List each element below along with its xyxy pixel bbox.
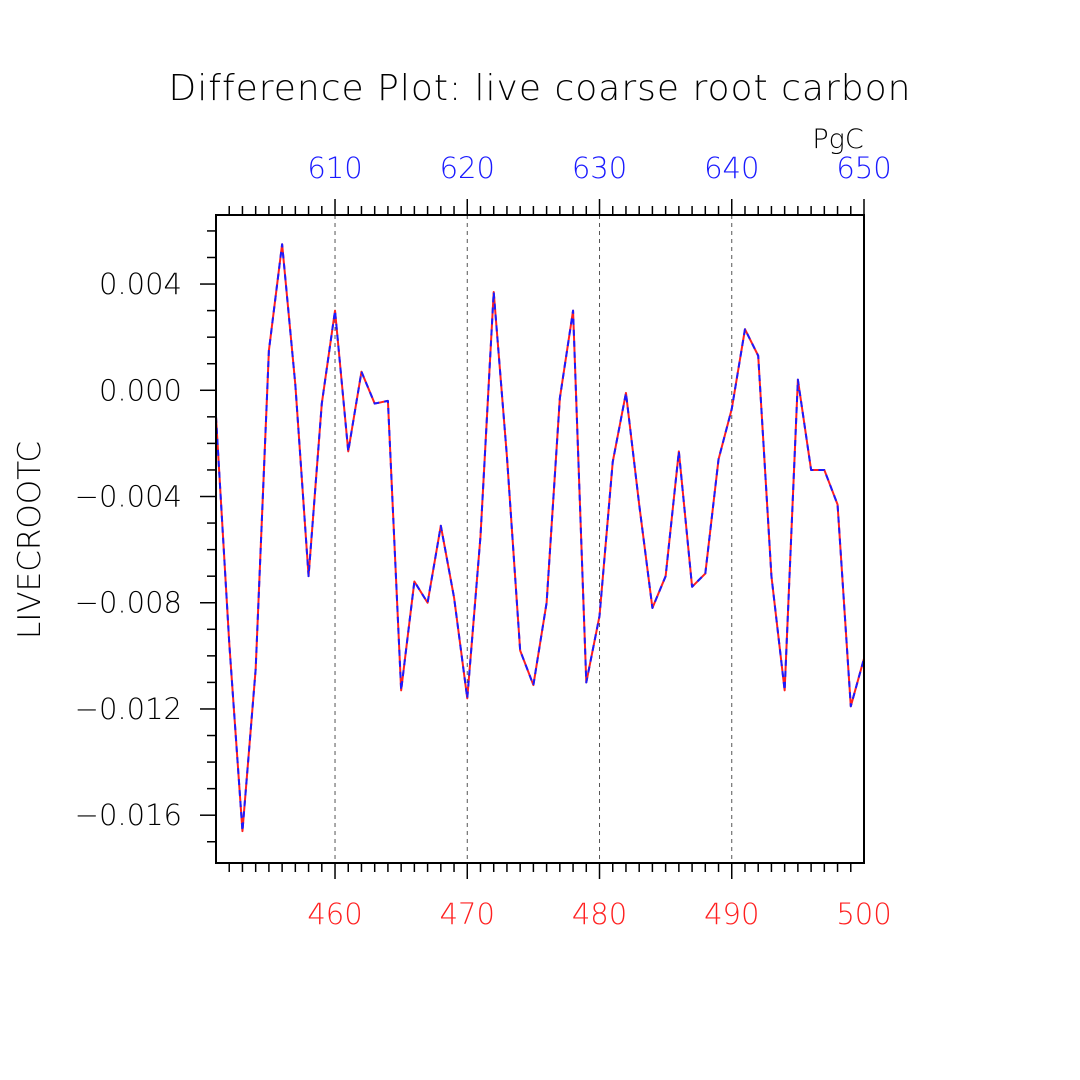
y-tick-label: −0.016: [75, 798, 182, 832]
x-tick-label-bottom: 470: [440, 897, 495, 931]
x-tick-label-bottom: 490: [704, 897, 759, 931]
series-line: [215, 243, 865, 833]
plot-frame: [215, 214, 865, 864]
y-tick-label: 0.004: [99, 267, 182, 301]
x-tick-label-bottom: 500: [836, 897, 891, 931]
x-tick-label-top: 650: [836, 151, 891, 185]
y-tick-label: −0.004: [75, 480, 182, 514]
y-axis-label: LIVECROOTC: [12, 441, 48, 639]
x-tick-label-bottom: 460: [307, 897, 362, 931]
y-tick-label: 0.000: [99, 373, 182, 407]
grid-lines: [334, 215, 733, 863]
y-tick-label: −0.012: [75, 692, 182, 726]
series-line: [215, 243, 865, 833]
units-label: PgC: [812, 124, 863, 155]
x-tick-label-top: 620: [440, 151, 495, 185]
x-tick-label-top: 640: [704, 151, 759, 185]
x-tick-label-top: 630: [572, 151, 627, 185]
x-tick-label-bottom: 480: [572, 897, 627, 931]
chart-title: Difference Plot: live coarse root carbon: [169, 68, 912, 109]
y-tick-label: −0.008: [75, 586, 182, 620]
axis-ticks: [200, 199, 865, 879]
tick-labels: 460 470 480 490 500 610 620 630 640 650 0.004 0.000…: [75, 151, 892, 931]
data-lines: [215, 243, 865, 833]
x-tick-label-top: 610: [307, 151, 362, 185]
